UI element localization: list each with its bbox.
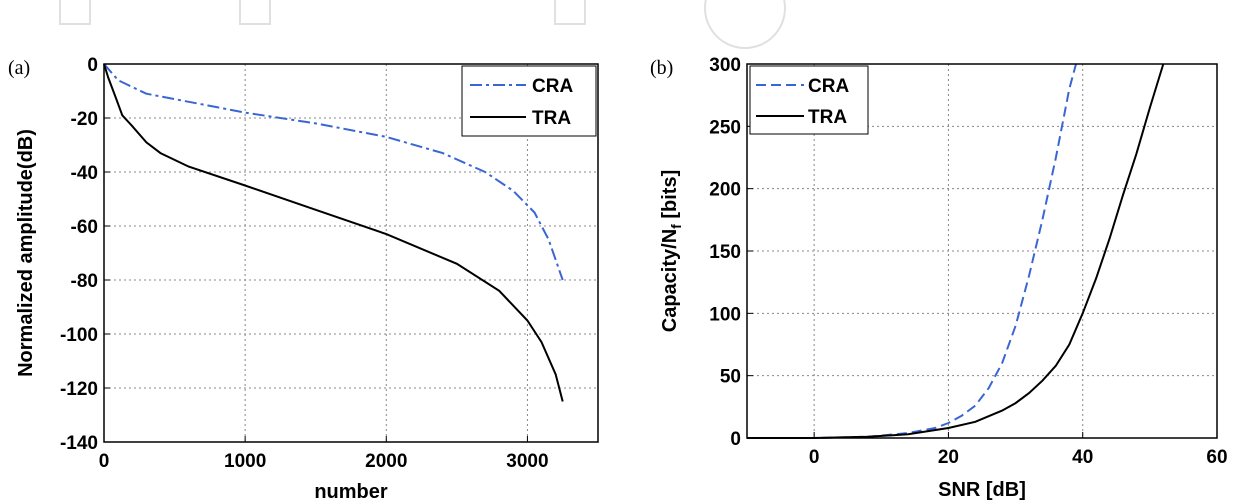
series-tra-line — [103, 63, 564, 402]
series-cra-line — [103, 63, 564, 281]
y-tick-label: -140 — [60, 433, 98, 454]
y-tick-label: 250 — [709, 117, 741, 138]
panel-b: (b) 0 20 40 60 0 50 100 150 200 250 300 SNR [dB] C… — [650, 55, 1228, 501]
y-tick-label: -20 — [71, 109, 98, 130]
panel-a-xlabel: number — [314, 481, 388, 503]
panel-b-xlabel: SNR [dB] — [938, 479, 1026, 501]
y-tick-label: 100 — [709, 304, 741, 325]
x-tick-label: 0 — [809, 447, 820, 468]
watermark — [59, 0, 786, 49]
watermark-shape — [554, 0, 586, 25]
panel-a-legend: CRA TRA — [461, 65, 597, 137]
x-tick-label: 40 — [1072, 447, 1093, 468]
y-tick-label: -40 — [71, 163, 98, 184]
panel-b-ylabel: Capacity/Nf [bits] — [659, 170, 684, 332]
legend-box — [461, 65, 597, 137]
panel-a-label: (a) — [8, 57, 30, 79]
legend-tra-label: TRA — [532, 108, 571, 129]
x-tick-label: 0 — [99, 451, 110, 472]
legend-cra-label: CRA — [532, 76, 573, 97]
x-tick-label: 60 — [1206, 447, 1227, 468]
y-tick-label: 150 — [709, 242, 741, 263]
y-tick-label: -80 — [71, 271, 98, 292]
y-tick-label: 0 — [730, 429, 741, 450]
x-tick-label: 20 — [938, 447, 959, 468]
y-tick-label: 50 — [720, 367, 741, 388]
watermark-shape — [239, 0, 271, 25]
x-tick-label: 3000 — [506, 451, 548, 472]
y-tick-label: 300 — [709, 55, 741, 76]
panel-b-label: (b) — [650, 57, 673, 79]
panel-a: (a) 0 1000 2000 3000 0 -20 -40 -60 -80 -100 -120 -1… — [8, 55, 599, 503]
x-tick-label: 1000 — [224, 451, 266, 472]
legend-cra-label: CRA — [808, 76, 849, 97]
legend-box — [749, 65, 869, 135]
legend-tra-label: TRA — [808, 107, 847, 128]
y-tick-label: 200 — [709, 180, 741, 201]
panel-a-ylabel: Normalized amplitude(dB) — [15, 129, 37, 377]
x-tick-label: 2000 — [365, 451, 407, 472]
y-tick-label: -100 — [60, 325, 98, 346]
y-tick-label: -60 — [71, 217, 98, 238]
watermark-shape — [704, 0, 786, 49]
watermark-shape — [59, 0, 91, 25]
series-tra-line — [747, 63, 1165, 439]
panel-a-plot-frame — [103, 63, 599, 443]
y-tick-label: -120 — [60, 379, 98, 400]
panel-b-legend: CRA TRA — [749, 65, 869, 135]
y-tick-label: 0 — [87, 55, 98, 76]
